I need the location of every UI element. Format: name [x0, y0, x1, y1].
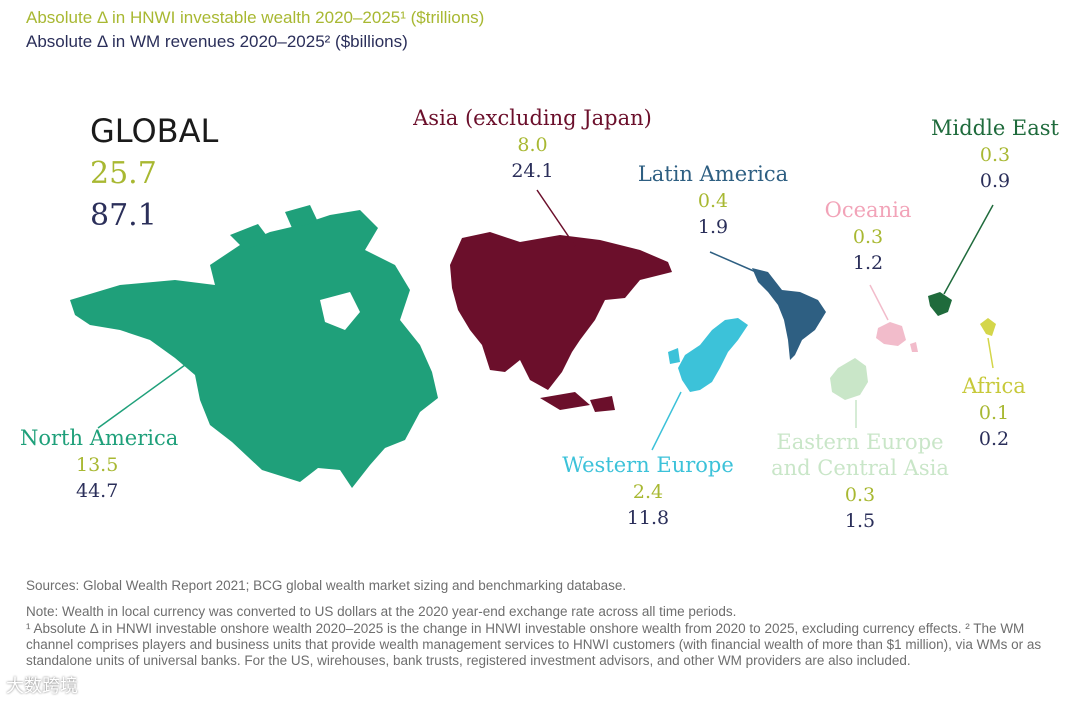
eastern-europe-shape[interactable] [830, 358, 868, 400]
middle-east-name: Middle East [931, 116, 1059, 140]
watermark: 大数跨境 [6, 676, 78, 697]
africa-revenue: 0.2 [978, 428, 1010, 450]
footer-note: Note: Wealth in local currency was conve… [26, 604, 737, 619]
global-wealth: 25.7 [90, 156, 157, 191]
asia-shape[interactable] [450, 232, 672, 412]
africa-leader [987, 337, 994, 369]
eastern-europe-label: Eastern Europe and Central Asia 0.3 1.5 [762, 430, 958, 532]
africa-wealth: 0.1 [978, 402, 1010, 424]
eastern-europe-name-line2: and Central Asia [771, 456, 949, 480]
footer-footnotes: ¹ Absolute Δ in HNWI investable onshore … [26, 621, 1042, 668]
africa-shape[interactable] [980, 318, 996, 336]
latin-america-leader [709, 251, 757, 273]
middle-east-revenue: 0.9 [979, 170, 1011, 192]
legend-revenue: Absolute Δ in WM revenues 2020–2025² ($b… [26, 32, 408, 51]
north-america-name: North America [20, 426, 179, 450]
global-title: GLOBAL [90, 112, 219, 150]
western-europe-label: Western Europe 2.4 11.8 [556, 453, 740, 529]
oceania-label: Oceania 0.3 1.2 [808, 198, 928, 274]
north-america-wealth: 13.5 [76, 454, 119, 476]
eastern-europe-wealth: 0.3 [844, 484, 876, 506]
africa-name: Africa [962, 374, 1026, 398]
eastern-europe-name-line1: Eastern Europe [776, 430, 944, 454]
north-america-label: North America 13.5 44.7 [20, 426, 178, 502]
asia-revenue: 24.1 [511, 160, 554, 182]
footer-sources: Sources: Global Wealth Report 2021; BCG … [26, 578, 627, 593]
asia-name: Asia (excluding Japan) [413, 106, 652, 130]
asia-leader [536, 189, 576, 247]
oceania-wealth: 0.3 [852, 226, 884, 248]
middle-east-wealth: 0.3 [979, 144, 1011, 166]
middle-east-shape[interactable] [928, 292, 952, 316]
western-europe-leader [651, 391, 682, 451]
middle-east-leader [943, 204, 994, 295]
middle-east-label: Middle East 0.3 0.9 [925, 116, 1065, 192]
western-europe-shape[interactable] [668, 318, 748, 392]
oceania-shape[interactable] [876, 322, 918, 352]
legend-wealth: Absolute Δ in HNWI investable wealth 202… [26, 8, 485, 27]
eastern-europe-revenue: 1.5 [844, 510, 876, 532]
latin-america-label: Latin America 0.4 1.9 [628, 162, 798, 238]
latin-america-revenue: 1.9 [697, 216, 729, 238]
asia-wealth: 8.0 [517, 134, 548, 156]
oceania-name: Oceania [824, 198, 912, 222]
oceania-leader [869, 284, 889, 321]
oceania-revenue: 1.2 [852, 252, 884, 274]
western-europe-wealth: 2.4 [632, 481, 664, 503]
north-america-revenue: 44.7 [76, 480, 119, 502]
north-america-shape[interactable] [70, 205, 438, 488]
global-revenue: 87.1 [90, 198, 157, 233]
western-europe-name: Western Europe [562, 453, 734, 477]
africa-label: Africa 0.1 0.2 [950, 374, 1038, 450]
north-america-leader [97, 364, 186, 429]
latin-america-name: Latin America [637, 162, 789, 186]
latin-america-wealth: 0.4 [697, 190, 729, 212]
latin-america-shape[interactable] [752, 268, 826, 360]
western-europe-revenue: 11.8 [626, 507, 670, 529]
asia-label: Asia (excluding Japan) 8.0 24.1 [405, 106, 660, 182]
